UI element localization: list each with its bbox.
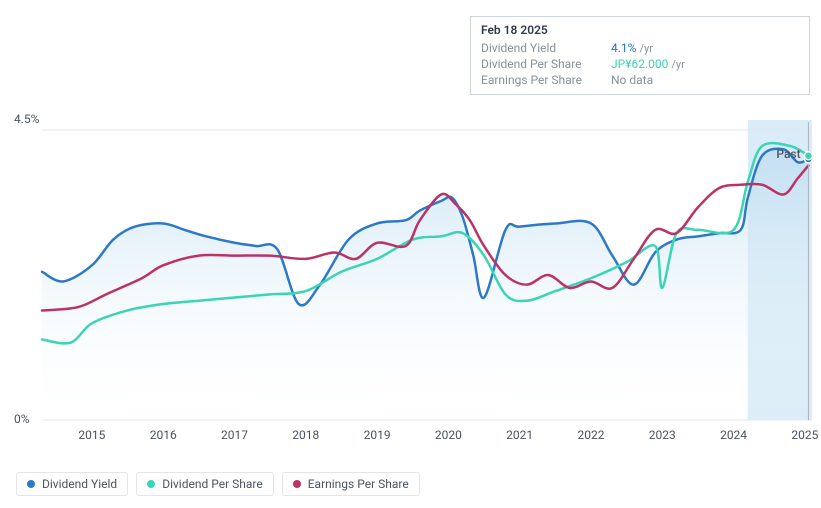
x-axis-tick-label: 2020 bbox=[435, 428, 462, 442]
legend-dot-icon bbox=[147, 480, 155, 488]
legend-item-label: Earnings Per Share bbox=[308, 477, 409, 491]
x-axis-tick-label: 2015 bbox=[78, 428, 105, 442]
chart-legend: Dividend Yield Dividend Per Share Earnings… bbox=[16, 472, 420, 496]
legend-item[interactable]: Dividend Yield bbox=[16, 472, 128, 496]
x-axis-tick-label: 2021 bbox=[506, 428, 533, 442]
y-axis-tick-label: 0% bbox=[14, 412, 30, 426]
x-axis-tick-label: 2017 bbox=[221, 428, 248, 442]
x-axis-tick-label: 2016 bbox=[150, 428, 177, 442]
past-label: Past bbox=[776, 147, 800, 161]
x-axis-tick-label: 2022 bbox=[577, 428, 604, 442]
legend-dot-icon bbox=[293, 480, 301, 488]
x-axis-tick-label: 2025 bbox=[791, 428, 818, 442]
legend-item[interactable]: Earnings Per Share bbox=[282, 472, 420, 496]
legend-dot-icon bbox=[27, 480, 35, 488]
x-axis-tick-label: 2019 bbox=[364, 428, 391, 442]
legend-item-label: Dividend Per Share bbox=[162, 477, 263, 491]
y-axis-tick-label: 4.5% bbox=[14, 112, 39, 126]
x-axis-tick-label: 2023 bbox=[649, 428, 676, 442]
x-axis-tick-label: 2018 bbox=[292, 428, 319, 442]
x-axis-tick-label: 2024 bbox=[720, 428, 747, 442]
dividend-chart bbox=[0, 0, 814, 460]
legend-item[interactable]: Dividend Per Share bbox=[136, 472, 274, 496]
legend-item-label: Dividend Yield bbox=[42, 477, 117, 491]
